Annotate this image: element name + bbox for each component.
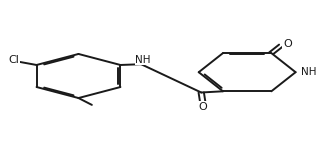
Text: NH: NH <box>301 67 316 77</box>
Text: O: O <box>283 40 292 49</box>
Text: O: O <box>198 102 207 112</box>
Text: Cl: Cl <box>9 55 20 65</box>
Text: NH: NH <box>135 55 151 65</box>
